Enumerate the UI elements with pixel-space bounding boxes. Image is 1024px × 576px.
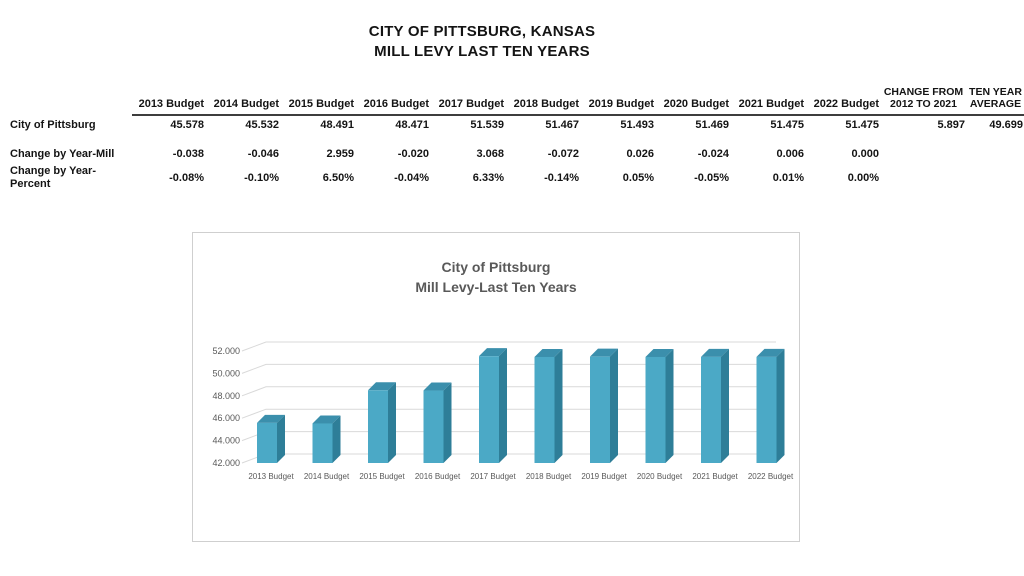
table-cell: 0.00% [847,171,879,184]
table-cell: -0.10% [244,171,279,184]
table-row: Change by Year-Mill -0.038 -0.046 2.959 -0.0… [8,133,1024,162]
bar-chart-svg: 42.000 44.000 46.000 48.000 50.000 52.000 2013… [212,341,794,481]
table-cell: -0.05% [694,171,729,184]
bar-2015-budget [368,382,396,463]
gridline-52.000 [241,341,776,352]
table-cell: 0.026 [626,148,654,160]
chart-title: City of Pittsburg Mill Levy-Last Ten Yea… [193,257,799,297]
bar-2017-budget [479,348,507,463]
table-header: 2013 Budget 2014 Budget 2015 Budget 2016 Bu… [8,86,1024,116]
table-cell: -0.08% [169,171,204,184]
page-title-line2: MILL LEVY LAST TEN YEARS [374,43,590,60]
table-cell: 51.475 [845,119,879,131]
bar-2019-budget [590,348,618,463]
table-body: City of Pittsburg 45.578 45.532 48.491 48.47… [8,115,1024,192]
x-category-label: 2013 Budget [248,472,294,481]
column-header: 2019 Budget [582,86,657,116]
table-cell: -0.072 [547,148,579,160]
table-cell: 51.493 [620,119,654,131]
table-cell: 6.33% [472,171,504,184]
row-label: Change by Year-Mill [10,148,115,160]
table-cell: -0.04% [394,171,429,184]
table-cell: 51.469 [695,119,729,131]
column-header: 2018 Budget [507,86,582,116]
table-cell: -0.14% [544,171,579,184]
column-header: 2022 Budget [807,86,882,116]
bar-2018-budget [534,348,563,463]
row-label: Change by Year-Percent [10,165,96,190]
table-row: City of Pittsburg 45.578 45.532 48.491 48.47… [8,115,1024,133]
table-cell: -0.024 [697,148,729,160]
page-title-line1: CITY OF PITTSBURG, KANSAS [368,23,596,40]
gridline-48.000 [241,386,776,397]
column-header: CHANGE FROM 2012 TO 2021 [882,86,968,116]
table-header-row: 2013 Budget 2014 Budget 2015 Budget 2016 Bu… [8,86,1024,116]
table-cell: 3.068 [476,148,504,160]
table-cell: 0.006 [776,148,804,160]
x-category-label: 2020 Budget [637,472,683,481]
page-title: CITY OF PITTSBURG, KANSAS MILL LEVY LAST… [0,22,964,62]
column-header: 2013 Budget [132,86,207,116]
table-cell [882,133,968,162]
table-cell: 51.475 [770,119,804,131]
bar-2013-budget [257,414,285,463]
table-cell: 0.000 [851,148,879,160]
table-cell: 0.05% [622,171,654,184]
document-page: CITY OF PITTSBURG, KANSAS MILL LEVY LAST… [0,22,1024,542]
x-category-label: 2015 Budget [359,472,405,481]
table-cell: 0.01% [772,171,804,184]
table-cell: 51.467 [545,119,579,131]
table-cell: 45.578 [170,119,204,131]
table-cell: -0.038 [172,148,204,160]
column-header: 2021 Budget [732,86,807,116]
column-header: 2016 Budget [357,86,432,116]
table-cell [968,133,1024,162]
chart-title-line1: City of Pittsburg [441,259,551,275]
table-cell: 48.471 [395,119,429,131]
bar-2021-budget [701,348,729,463]
table-cell [968,162,1024,192]
y-tick-label: 42.000 [212,458,240,468]
y-tick-label: 52.000 [212,346,240,356]
y-tick-label: 46.000 [212,413,240,423]
row-label: City of Pittsburg [10,118,96,131]
x-category-label: 2016 Budget [415,472,461,481]
table-cell: 45.532 [245,119,279,131]
table-cell: 49.699 [989,119,1023,131]
table-cell: -0.020 [397,148,429,160]
x-category-label: 2018 Budget [526,472,572,481]
y-tick-label: 44.000 [212,436,240,446]
table-row: Change by Year-Percent -0.08% -0.10% 6.50% -… [8,162,1024,192]
mill-levy-chart: City of Pittsburg Mill Levy-Last Ten Yea… [192,232,800,542]
table-cell: 5.897 [937,119,965,131]
table-cell: 6.50% [322,171,354,184]
mill-levy-table: 2013 Budget 2014 Budget 2015 Budget 2016 Bu… [8,86,1024,192]
bar-2020-budget [645,348,674,463]
gridline-50.000 [241,363,776,374]
row-label-header [8,86,132,115]
column-header: TEN YEAR AVERAGE [968,86,1024,116]
chart-title-line2: Mill Levy-Last Ten Years [415,279,577,295]
column-header: 2020 Budget [657,86,732,116]
table-cell: 51.539 [470,119,504,131]
column-header: 2017 Budget [432,86,507,116]
bar-2016-budget [423,382,452,463]
x-category-label: 2021 Budget [692,472,738,481]
bar-2022-budget [756,348,785,463]
x-category-label: 2019 Budget [581,472,627,481]
column-header: 2014 Budget [207,86,282,116]
table-cell: -0.046 [247,148,279,160]
x-category-label: 2022 Budget [748,472,794,481]
y-tick-label: 50.000 [212,368,240,378]
table-cell: 48.491 [320,119,354,131]
x-category-label: 2017 Budget [470,472,516,481]
table-cell: 2.959 [326,148,354,160]
chart-plot: 42.000 44.000 46.000 48.000 50.000 52.000 2013… [196,313,796,495]
y-tick-label: 48.000 [212,391,240,401]
bar-2014-budget [312,415,341,463]
table-cell [882,162,968,192]
x-category-label: 2014 Budget [304,472,350,481]
column-header: 2015 Budget [282,86,357,116]
